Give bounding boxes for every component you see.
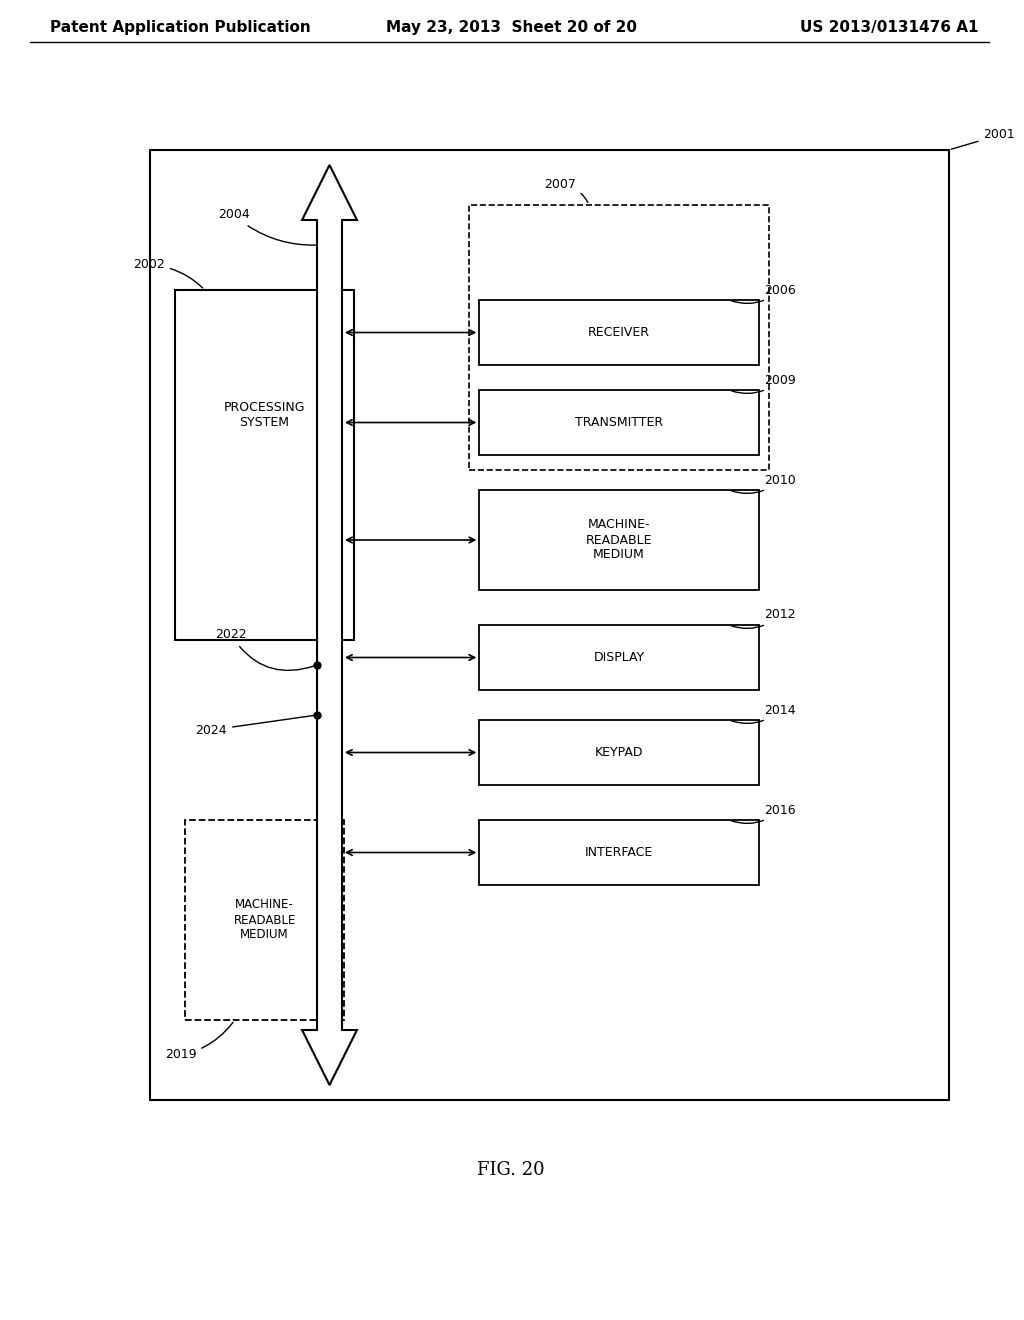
Text: KEYPAD: KEYPAD xyxy=(595,746,643,759)
Text: 2014: 2014 xyxy=(731,704,796,723)
Text: 2019: 2019 xyxy=(165,1022,233,1061)
Text: 2012: 2012 xyxy=(731,609,796,628)
Text: May 23, 2013  Sheet 20 of 20: May 23, 2013 Sheet 20 of 20 xyxy=(386,20,637,36)
Text: 2004: 2004 xyxy=(218,209,316,246)
Text: 2006: 2006 xyxy=(731,284,796,304)
Bar xyxy=(479,820,759,884)
Text: US 2013/0131476 A1: US 2013/0131476 A1 xyxy=(800,20,979,36)
Text: PROCESSING
SYSTEM: PROCESSING SYSTEM xyxy=(224,401,305,429)
Bar xyxy=(479,624,759,690)
Text: RECEIVER: RECEIVER xyxy=(588,326,650,339)
Text: 2009: 2009 xyxy=(731,374,796,393)
Bar xyxy=(479,300,759,366)
Text: MACHINE-
READABLE
MEDIUM: MACHINE- READABLE MEDIUM xyxy=(233,899,296,941)
Bar xyxy=(184,820,344,1020)
Text: 2010: 2010 xyxy=(731,474,796,494)
Text: 2001: 2001 xyxy=(951,128,1015,149)
Text: TRANSMITTER: TRANSMITTER xyxy=(575,416,664,429)
Text: INTERFACE: INTERFACE xyxy=(585,846,653,859)
Text: 2024: 2024 xyxy=(196,715,314,737)
Text: Patent Application Publication: Patent Application Publication xyxy=(50,20,310,36)
Bar xyxy=(150,150,948,1100)
Bar xyxy=(175,290,354,640)
Bar xyxy=(479,490,759,590)
Text: 2022: 2022 xyxy=(215,628,314,671)
Bar xyxy=(479,389,759,455)
Text: FIG. 20: FIG. 20 xyxy=(477,1162,545,1179)
Bar xyxy=(479,719,759,785)
Text: MACHINE-
READABLE
MEDIUM: MACHINE- READABLE MEDIUM xyxy=(586,519,652,561)
Text: 2007: 2007 xyxy=(544,178,588,202)
Polygon shape xyxy=(302,165,357,1085)
Text: 2002: 2002 xyxy=(133,259,203,288)
Text: 2016: 2016 xyxy=(731,804,796,824)
Text: DISPLAY: DISPLAY xyxy=(594,651,645,664)
Bar xyxy=(469,205,769,470)
